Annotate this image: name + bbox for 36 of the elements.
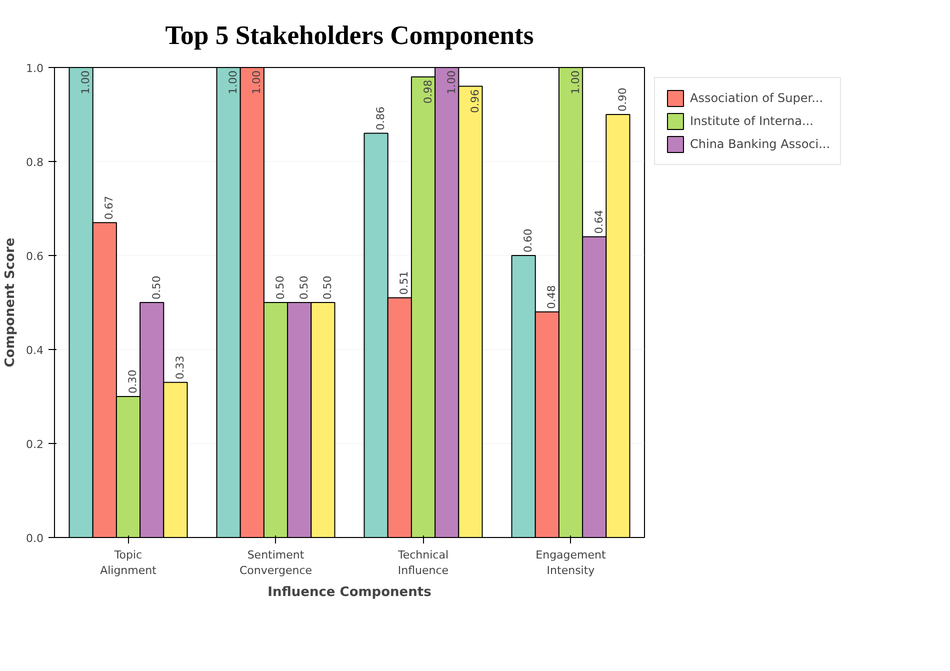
y-tick-label: 0.4 (26, 344, 44, 357)
data-label: 0.30 (126, 370, 140, 394)
data-label: 0.90 (616, 88, 629, 112)
data-label: 0.48 (545, 284, 558, 309)
x-tick-label: Technical Influence (396, 548, 449, 578)
data-label: 1.00 (79, 70, 92, 94)
data-label: 0.50 (320, 276, 334, 300)
y-tick-label: 0.8 (26, 156, 44, 169)
data-label: 0.33 (173, 356, 186, 380)
data-label: 0.50 (150, 276, 163, 300)
y-tick-label: 0.2 (26, 438, 44, 451)
data-label: 0.67 (102, 196, 116, 220)
data-label: 0.64 (592, 210, 606, 234)
legend-label: China Banking Associ... (690, 137, 830, 151)
x-tick-label: Sentiment Convergence (239, 548, 312, 578)
data-label: 0.51 (398, 271, 411, 295)
x-tick-label: Topic Alignment (100, 548, 158, 578)
data-label: 0.86 (374, 106, 388, 130)
legend-label: Association of Super... (690, 91, 824, 105)
data-label: 1.00 (568, 70, 582, 94)
data-label: 1.00 (250, 70, 264, 94)
data-label: 0.50 (274, 276, 287, 300)
x-axis-title: Influence Components (268, 585, 432, 600)
chart-title: Top 5 Stakeholders Components (165, 20, 534, 50)
data-label: 0.96 (468, 89, 482, 114)
y-tick-label: 0.6 (26, 250, 44, 263)
data-label: 0.60 (522, 228, 535, 252)
y-tick-label: 1.0 (26, 62, 44, 75)
legend-label: Institute of Interna... (690, 114, 814, 128)
data-label: 1.00 (444, 70, 458, 94)
data-label: 0.98 (421, 80, 434, 104)
data-label: 1.00 (226, 70, 240, 94)
y-tick-label: 0.0 (26, 532, 44, 545)
x-tick-label: Engagement Intensity (536, 548, 607, 578)
data-label: 0.50 (297, 276, 310, 300)
y-axis-title: Component Score (3, 238, 18, 368)
